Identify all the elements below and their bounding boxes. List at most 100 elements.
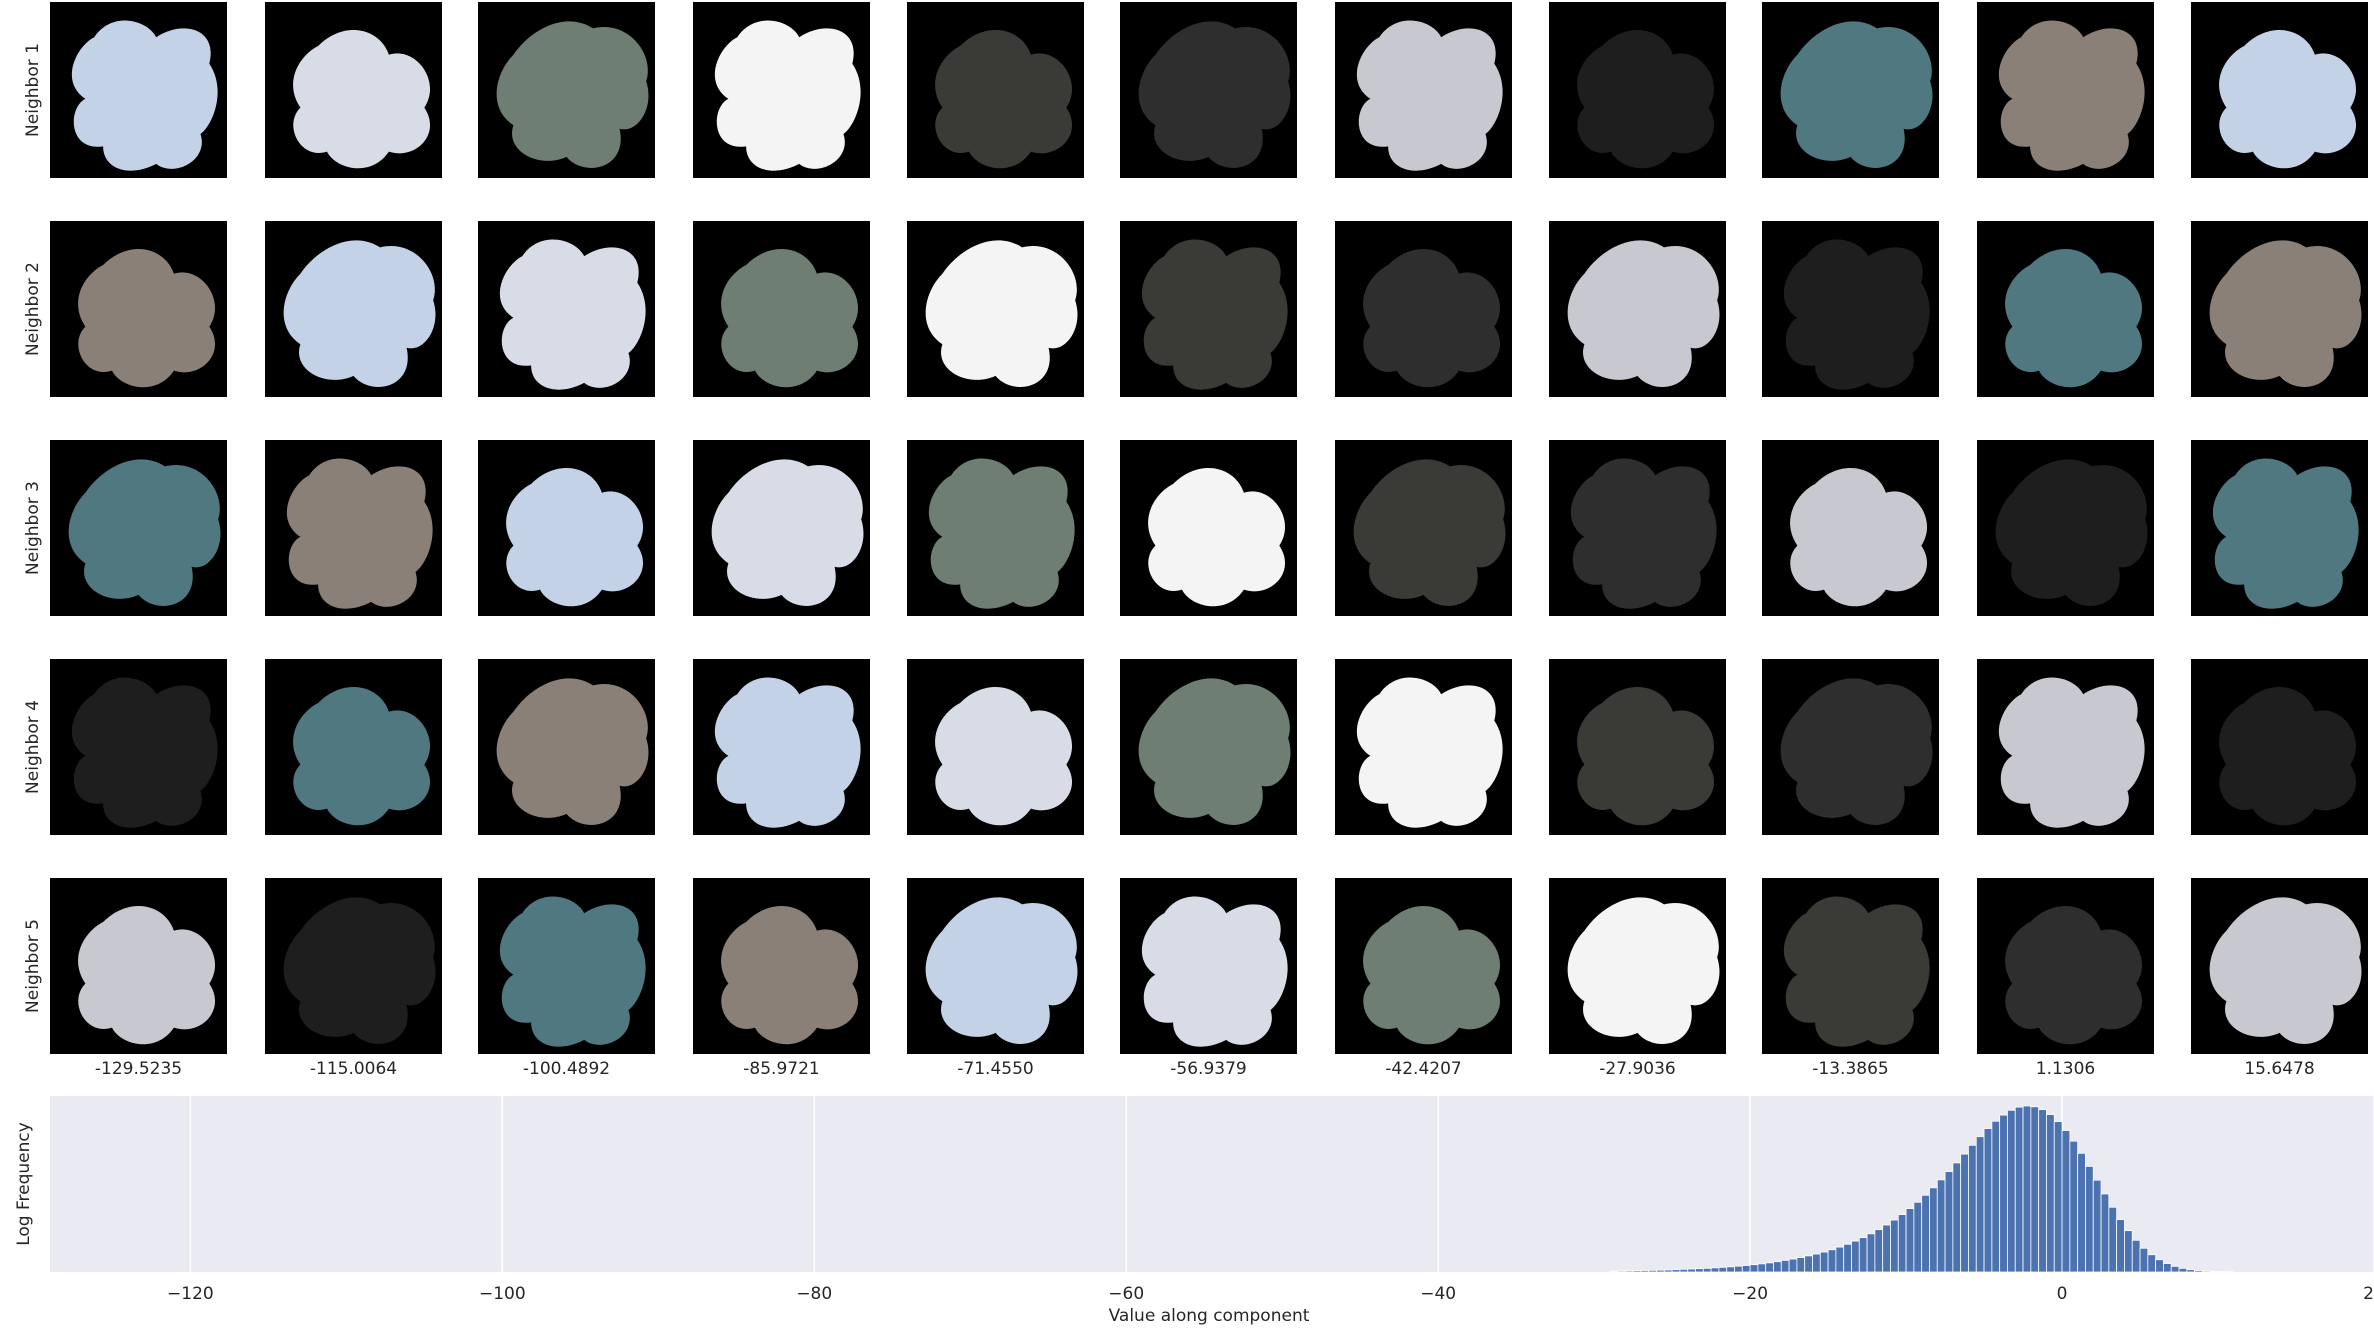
thumbnail: [2191, 221, 2368, 397]
thumbnail: [693, 221, 870, 397]
bar: [1648, 1269, 1657, 1273]
row-label: Neighbor 2: [23, 262, 43, 356]
thumbnail-blob: [78, 906, 216, 1045]
thumbnail: [1549, 2, 1726, 178]
bar: [1929, 1187, 1938, 1273]
thumbnail: [1120, 440, 1297, 616]
bar: [1827, 1249, 1837, 1273]
thumbnail-blob: [293, 30, 431, 169]
thumbnail-blob: [1567, 240, 1720, 387]
bar: [2046, 1114, 2055, 1273]
bar: [2077, 1152, 2086, 1273]
bar: [2069, 1140, 2079, 1273]
bar: [1851, 1240, 1860, 1273]
thumbnail-blob: [2209, 240, 2362, 387]
thumbnail: [1335, 659, 1512, 835]
bar: [2131, 1239, 2141, 1273]
bar: [2108, 1206, 2118, 1273]
bar: [1624, 1270, 1634, 1273]
bar: [1858, 1237, 1868, 1273]
thumbnail-blob: [2005, 249, 2143, 388]
thumbnail-blob: [928, 458, 1075, 609]
bar: [1734, 1265, 1743, 1273]
bar: [2147, 1254, 2157, 1273]
thumbnail: [1549, 440, 1726, 616]
thumbnail-blob: [2005, 906, 2143, 1045]
thumbnail: [2191, 878, 2368, 1054]
bar: [1835, 1246, 1845, 1273]
thumbnail-blob: [1780, 21, 1933, 168]
thumbnail: [1977, 659, 2154, 835]
thumbnail-blob: [1356, 677, 1503, 828]
bar: [2022, 1105, 2032, 1273]
bar: [1890, 1219, 1899, 1273]
bar: [2116, 1219, 2125, 1273]
thumbnail-blob: [1148, 468, 1286, 607]
thumbnail: [1335, 2, 1512, 178]
thumbnail-blob: [711, 459, 864, 606]
bar: [1866, 1233, 1876, 1273]
thumbnail: [1762, 221, 1939, 397]
thumbnail-blob: [1998, 677, 2145, 828]
y-axis-label: Log Frequency: [14, 1122, 34, 1246]
thumbnail: [50, 2, 227, 178]
thumbnail-blob: [1356, 20, 1503, 171]
thumbnail: [1549, 659, 1726, 835]
bar: [1983, 1128, 1993, 1273]
thumbnail: [907, 878, 1084, 1054]
thumbnail: [1977, 221, 2154, 397]
bar: [1975, 1136, 1985, 1273]
thumbnail: [2191, 2, 2368, 178]
thumbnail-blob: [286, 458, 433, 609]
bar: [1609, 1270, 1618, 1273]
thumbnail: [265, 659, 442, 835]
thumbnail-blob: [1790, 468, 1928, 607]
thumbnail: [1335, 440, 1512, 616]
bar: [1687, 1268, 1696, 1273]
bar: [1765, 1262, 1774, 1273]
bar: [1757, 1263, 1767, 1273]
thumbnail: [478, 659, 655, 835]
column-label: 1.1306: [2036, 1059, 2095, 1079]
thumbnail-blob: [1353, 459, 1506, 606]
thumbnail: [478, 440, 655, 616]
bar: [1804, 1255, 1813, 1273]
bar: [2030, 1106, 2040, 1273]
x-tick-label: −60: [1108, 1284, 1144, 1304]
bar: [1819, 1251, 1829, 1273]
bar: [2085, 1166, 2094, 1273]
x-tick-label: 0: [2057, 1284, 2068, 1304]
bar: [1640, 1270, 1650, 1273]
bar: [1913, 1201, 1923, 1273]
bar: [1617, 1270, 1626, 1273]
bar: [1741, 1265, 1751, 1273]
thumbnail: [1762, 659, 1939, 835]
bar: [1780, 1259, 1790, 1273]
bar: [1905, 1208, 1915, 1273]
thumbnail-blob: [2212, 458, 2359, 609]
thumbnail: [1977, 2, 2154, 178]
thumbnail: [907, 440, 1084, 616]
bar: [1952, 1162, 1962, 1273]
column-label: -129.5235: [95, 1059, 182, 1079]
thumbnail-blob: [935, 687, 1073, 826]
thumbnail-blob: [496, 21, 649, 168]
bar: [1788, 1258, 1798, 1273]
bar: [1671, 1269, 1681, 1273]
bar: [1921, 1194, 1930, 1273]
bar: [2139, 1247, 2149, 1273]
thumbnail: [265, 2, 442, 178]
thumbnail-blob: [499, 239, 646, 390]
bar: [2092, 1179, 2102, 1273]
bar: [1882, 1224, 1891, 1273]
bar: [2038, 1109, 2047, 1273]
thumbnail-blob: [2209, 897, 2362, 1044]
thumbnail: [265, 878, 442, 1054]
bar: [1812, 1253, 1821, 1273]
thumbnail-blob: [721, 906, 859, 1045]
row-label: Neighbor 4: [23, 700, 43, 794]
thumbnail: [265, 221, 442, 397]
thumbnail: [50, 440, 227, 616]
thumbnail-blob: [925, 240, 1078, 387]
